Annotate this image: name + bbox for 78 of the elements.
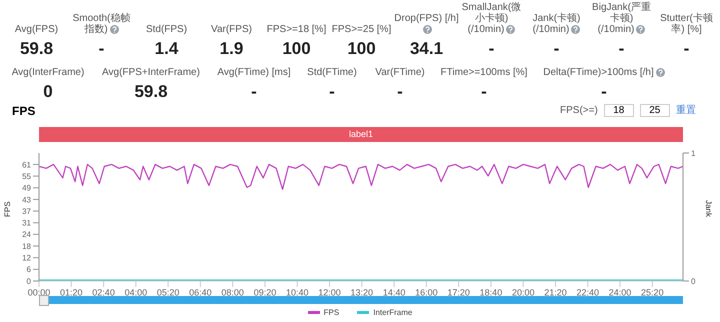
text: -	[552, 39, 560, 59]
x-tick-label: 08:00	[221, 287, 244, 298]
y2-tick-label: 0	[691, 276, 696, 286]
text: SmallJank(微小卡顿) (/10min)	[460, 2, 522, 35]
y2-axis-title: Jank	[704, 200, 714, 218]
x-tick-label: 06:40	[189, 287, 212, 298]
text: BigJank(严重卡顿) (/10min)	[591, 2, 652, 35]
text: 59.8	[18, 39, 54, 59]
y-tick-label: 55	[22, 172, 32, 181]
legend-label: InterFrame	[372, 308, 412, 317]
x-tick-label: 25:20	[641, 287, 664, 298]
x-tick-label: 14:40	[382, 287, 406, 298]
text: Avg(InterFrame)	[12, 67, 84, 78]
text: Jank(卡顿) (/10min)	[532, 13, 580, 35]
x-tick-label: 16:00	[415, 287, 438, 298]
text: Avg(FPS)	[14, 24, 58, 35]
text: 1.9	[218, 39, 244, 59]
y-tick-label: 43	[22, 195, 32, 204]
text: Smooth(稳帧指数)	[72, 13, 132, 35]
text: 1.4	[154, 39, 180, 59]
x-tick-label: 18:40	[480, 287, 502, 298]
text: -	[480, 82, 488, 102]
line-series	[39, 164, 683, 190]
x-tick-label: 09:20	[254, 287, 276, 298]
text: -	[250, 82, 258, 102]
text: 59.8	[133, 82, 169, 102]
text: Avg(FTime) [ms]	[217, 67, 291, 78]
x-tick-label: 10:40	[286, 287, 309, 298]
text: Stutter(卡顿率) [%]	[659, 13, 714, 35]
text: -	[682, 39, 690, 59]
y-tick-label: 37	[22, 206, 32, 216]
x-tick-label: 17:20	[447, 287, 470, 298]
text: FPS>=18 [%]	[266, 24, 326, 35]
x-tick-label: 22:40	[576, 287, 600, 298]
y-tick-label: 31	[22, 218, 32, 228]
x-tick-label: 01:20	[60, 287, 83, 298]
x-tick-label: 02:40	[92, 287, 115, 298]
text-field: 25	[640, 104, 670, 116]
text: 34.1	[408, 39, 444, 59]
text: Std(FTime)	[307, 67, 357, 78]
x-tick-label: 13:20	[350, 287, 374, 298]
chart-title: FPS	[12, 104, 36, 118]
x-tick-label: 05:20	[156, 287, 180, 298]
text: Std(FPS)	[146, 24, 188, 35]
text: -	[98, 39, 106, 59]
text: 重置	[676, 104, 696, 117]
y-tick-label: 6	[26, 265, 32, 274]
text: -	[396, 82, 404, 102]
text: FTime>=100ms [%]	[440, 67, 528, 78]
y-tick-label: 0	[26, 276, 32, 286]
x-tick-label: 12:00	[318, 287, 341, 298]
y-tick-label: 24	[22, 230, 32, 240]
text: 100	[346, 39, 377, 59]
text: Var(FTime)	[375, 67, 425, 78]
text: 100	[281, 39, 312, 59]
x-tick-label: 21:20	[544, 287, 567, 298]
y-tick-label: 12	[22, 254, 32, 263]
y2-tick-label: 1	[691, 148, 696, 158]
text: Var(FPS)	[211, 24, 252, 35]
text: Avg(FPS+InterFrame)	[102, 67, 200, 78]
text: -	[618, 39, 626, 59]
x-tick-label: 24:00	[608, 287, 632, 298]
text: -	[488, 39, 496, 59]
text-field: 18	[604, 104, 634, 116]
x-tick-label: 04:00	[124, 287, 148, 298]
y-tick-label: 18	[22, 242, 32, 251]
text: -	[600, 82, 608, 102]
text: Delta(FTime)>100ms [/h]	[543, 67, 655, 78]
x-tick-label: 20:00	[512, 287, 534, 298]
y-tick-label: 49	[22, 184, 32, 193]
text: 0	[42, 82, 54, 102]
y-axis-title: FPS	[2, 201, 12, 217]
text: Drop(FPS) [/h]	[394, 13, 459, 26]
text: -	[328, 82, 336, 102]
y-tick-label: 61	[22, 160, 32, 170]
text: FPS(>=)	[560, 104, 598, 116]
text: FPS>=25 [%]	[332, 24, 392, 35]
legend-label: FPS	[322, 308, 340, 317]
